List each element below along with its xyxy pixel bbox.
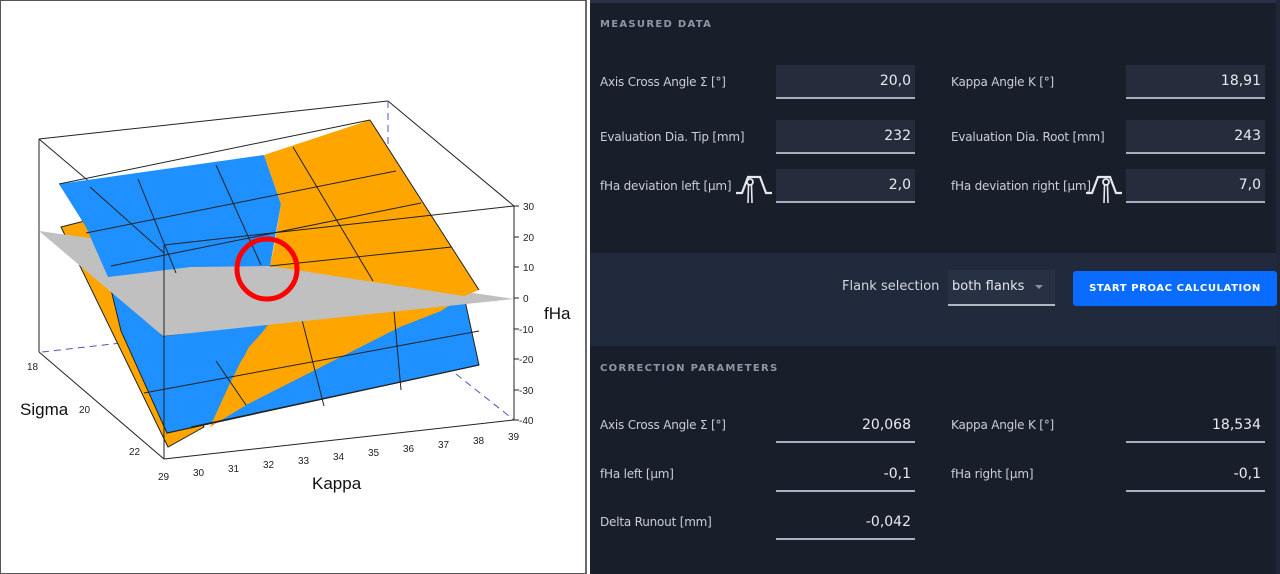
svg-text:38: 38 (473, 436, 485, 447)
lower-grid-lines (143, 310, 480, 434)
y-axis: 18 20 22 Sigma (20, 362, 141, 458)
eval-dia-tip-label: Evaluation Dia. Tip [mm] (600, 130, 745, 144)
x-axis-title: Kappa (312, 474, 362, 493)
eval-dia-tip-input[interactable]: 232 (776, 120, 915, 154)
panel-top-strip (590, 0, 1280, 3)
axis-cross-angle-input[interactable]: 20,0 (776, 65, 915, 99)
proac-panel: MEASURED DATA Axis Cross Angle Σ [°] 20,… (590, 0, 1280, 574)
corr-fha-right-value: -0,1 (1126, 458, 1265, 492)
svg-text:29: 29 (158, 472, 170, 483)
start-proac-calculation-button[interactable]: START PROAC CALCULATION (1073, 271, 1277, 306)
svg-text:20: 20 (523, 233, 535, 244)
orange-surface-lower-mid (210, 303, 421, 427)
correction-parameters-section: CORRECTION PARAMETERS Axis Cross Angle Σ… (590, 346, 1276, 574)
kappa-angle-label: Kappa Angle K [°] (951, 75, 1055, 89)
svg-text:-20: -20 (519, 355, 534, 366)
corr-axis-cross-angle-label: Axis Cross Angle Σ [°] (600, 418, 726, 432)
corr-axis-cross-angle-value: 20,068 (776, 409, 915, 443)
corr-kappa-angle-value: 18,534 (1126, 409, 1265, 443)
fha-deviation-left-label: fHa deviation left [µm] (600, 179, 732, 193)
corr-fha-left-value: -0,1 (776, 458, 915, 492)
chevron-down-icon (1035, 285, 1043, 289)
svg-text:-10: -10 (519, 325, 534, 336)
fha-deviation-right-input[interactable]: 7,0 (1126, 169, 1265, 203)
panel-scrollbar-track (1276, 0, 1280, 574)
svg-text:30: 30 (523, 202, 535, 213)
corr-kappa-angle-label: Kappa Angle K [°] (951, 418, 1055, 432)
orange-surface-upper (264, 120, 479, 296)
svg-text:33: 33 (298, 456, 310, 467)
svg-text:37: 37 (438, 440, 450, 451)
flank-selection-band: Flank selection both flanks START PROAC … (590, 253, 1277, 346)
chart-box-front (163, 205, 515, 460)
corr-fha-left-label: fHa left [µm] (600, 467, 674, 481)
measured-data-section: MEASURED DATA Axis Cross Angle Σ [°] 20,… (590, 3, 1276, 253)
svg-text:31: 31 (228, 464, 240, 475)
svg-text:35: 35 (368, 448, 380, 459)
svg-text:22: 22 (129, 447, 141, 458)
surface-chart: 30 20 10 0 -10 -20 -30 -40 fHa 29 30 31 … (20, 100, 571, 493)
corr-delta-runout-value: -0,042 (776, 506, 915, 540)
svg-text:20: 20 (79, 405, 91, 416)
svg-text:-30: -30 (519, 386, 534, 397)
flank-selection-value: both flanks (952, 279, 1025, 294)
fha-deviation-right-label: fHa deviation right [µm] (951, 179, 1091, 193)
correction-parameters-title: CORRECTION PARAMETERS (600, 363, 779, 374)
svg-text:10: 10 (523, 263, 535, 274)
eval-dia-root-label: Evaluation Dia. Root [mm] (951, 130, 1105, 144)
measured-data-title: MEASURED DATA (600, 19, 713, 30)
svg-text:34: 34 (333, 452, 345, 463)
flank-selection-dropdown[interactable]: both flanks (948, 270, 1055, 306)
flank-selection-label: Flank selection (842, 279, 940, 294)
z-axis-title: fHa (544, 304, 571, 323)
x-axis: 29 30 31 32 33 34 35 36 37 38 39 Kappa (158, 432, 520, 493)
chart-hidden-edges (41, 101, 515, 421)
svg-text:18: 18 (27, 362, 39, 373)
fha-deviation-left-input[interactable]: 2,0 (776, 169, 915, 203)
gear-tooth-probe-right-icon (1086, 175, 1122, 204)
kappa-angle-input[interactable]: 18,91 (1126, 65, 1265, 99)
z-axis: 30 20 10 0 -10 -20 -30 -40 fHa (514, 202, 571, 427)
corr-delta-runout-label: Delta Runout [mm] (600, 515, 712, 529)
corr-fha-right-label: fHa right [µm] (951, 467, 1034, 481)
svg-text:36: 36 (403, 444, 415, 455)
axis-cross-angle-label: Axis Cross Angle Σ [°] (600, 75, 726, 89)
surface-chart-panel: 30 20 10 0 -10 -20 -30 -40 fHa 29 30 31 … (0, 0, 587, 574)
svg-text:32: 32 (263, 460, 275, 471)
svg-text:39: 39 (508, 432, 520, 443)
svg-text:30: 30 (193, 468, 205, 479)
y-axis-title: Sigma (20, 400, 69, 419)
eval-dia-root-input[interactable]: 243 (1126, 120, 1265, 154)
highlight-circle (234, 236, 300, 302)
gear-tooth-probe-left-icon (736, 175, 772, 204)
upper-grid-lines (58, 119, 480, 291)
svg-text:-40: -40 (519, 416, 534, 427)
svg-text:0: 0 (523, 294, 529, 305)
